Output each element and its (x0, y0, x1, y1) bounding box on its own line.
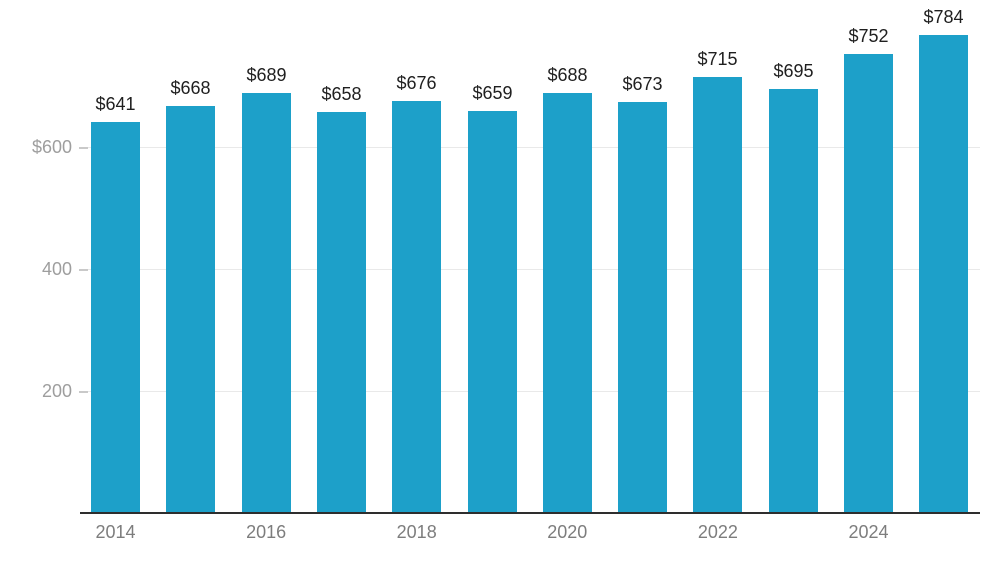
bar-value-label: $695 (773, 61, 814, 81)
y-axis-tick-mark (79, 269, 88, 271)
y-axis-tick-label: 400 (41, 259, 72, 279)
bar[interactable] (769, 89, 818, 513)
bar[interactable] (317, 112, 366, 513)
x-axis-tick-label: 2022 (697, 522, 738, 542)
bar[interactable] (242, 93, 291, 513)
bar[interactable] (618, 102, 667, 513)
bar-value-label: $658 (321, 84, 362, 104)
bar-value-label: $641 (95, 94, 136, 114)
gridline (80, 391, 980, 392)
x-axis-tick-label: 2024 (848, 522, 889, 542)
x-axis-line (80, 512, 980, 514)
y-axis-tick-label: $600 (31, 137, 72, 157)
y-axis-tick-label: 200 (41, 381, 72, 401)
y-axis-tick-mark (79, 391, 88, 393)
bar-value-label: $659 (472, 83, 513, 103)
bar[interactable] (468, 111, 517, 513)
bar-value-label: $715 (697, 49, 738, 69)
bar[interactable] (91, 122, 140, 513)
bar-value-label: $689 (246, 65, 287, 85)
bar-value-label: $784 (923, 7, 964, 27)
bar[interactable] (919, 35, 968, 513)
bar[interactable] (166, 106, 215, 513)
x-axis-tick-label: 2016 (246, 522, 287, 542)
bar[interactable] (392, 101, 441, 513)
gridline (80, 269, 980, 270)
bar-value-label: $688 (547, 65, 588, 85)
bar-value-label: $668 (170, 78, 211, 98)
y-axis-tick-mark (79, 147, 88, 149)
bar-value-label: $676 (396, 73, 437, 93)
bar-value-label: $673 (622, 74, 663, 94)
x-axis-tick-label: 2020 (547, 522, 588, 542)
x-axis-tick-label: 2014 (95, 522, 136, 542)
bar[interactable] (693, 77, 742, 513)
bar[interactable] (844, 54, 893, 513)
bar[interactable] (543, 93, 592, 513)
gridline (80, 147, 980, 148)
bar-value-label: $752 (848, 26, 889, 46)
x-axis-tick-label: 2018 (396, 522, 437, 542)
